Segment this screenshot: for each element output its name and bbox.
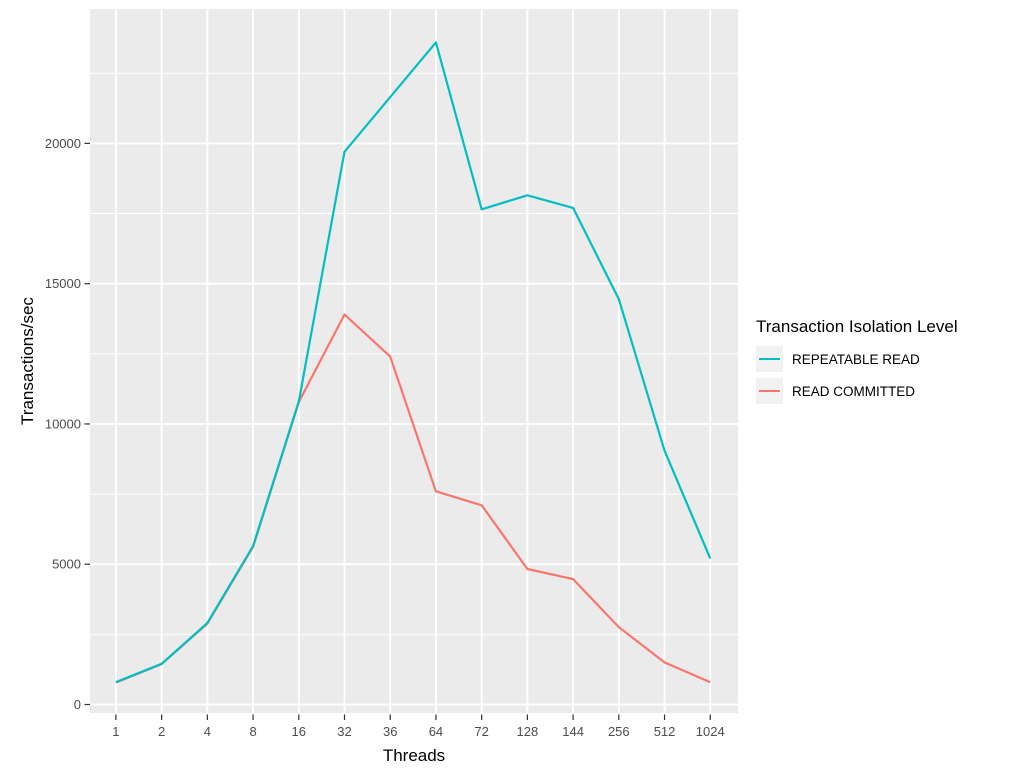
x-tick-label: 16 [292,724,306,739]
x-tick-label: 2 [158,724,165,739]
x-tick-label: 256 [608,724,630,739]
x-tick-label: 8 [249,724,256,739]
legend-item-repeatable-read: REPEATABLE READ [756,346,958,372]
legend-key-swatch [756,378,783,404]
legend-key-line-icon [759,357,780,361]
x-tick-label: 1024 [696,724,725,739]
y-tick-label: 5000 [52,557,81,572]
x-tick-label: 512 [654,724,676,739]
legend-label: REPEATABLE READ [792,351,920,367]
x-tick-label: 72 [474,724,488,739]
x-tick-label: 128 [517,724,539,739]
x-tick-label: 32 [337,724,351,739]
legend-key-swatch [756,346,783,372]
x-tick-label: 36 [383,724,397,739]
x-axis-title: Threads [382,746,446,765]
legend-label: READ COMMITTED [792,383,915,399]
x-tick-label: 144 [562,724,584,739]
y-tick-label: 15000 [45,276,81,291]
x-tick-label: 1 [112,724,119,739]
series-line-repeatable-read [115,41,712,684]
legend-key-line-icon [759,389,780,393]
x-tick-label: 64 [429,724,443,739]
y-tick-label: 10000 [45,416,81,431]
y-tick-label: 20000 [45,136,81,151]
legend-items: REPEATABLE READ READ COMMITTED [756,346,958,404]
legend: Transaction Isolation Level REPEATABLE R… [756,317,958,410]
legend-title: Transaction Isolation Level [756,317,958,336]
y-axis-title: Transactions/sec [18,297,37,425]
x-tick-label: 4 [204,724,211,739]
legend-item-read-committed: READ COMMITTED [756,378,958,404]
y-tick-label: 0 [74,697,81,712]
chart-panel [90,9,738,713]
